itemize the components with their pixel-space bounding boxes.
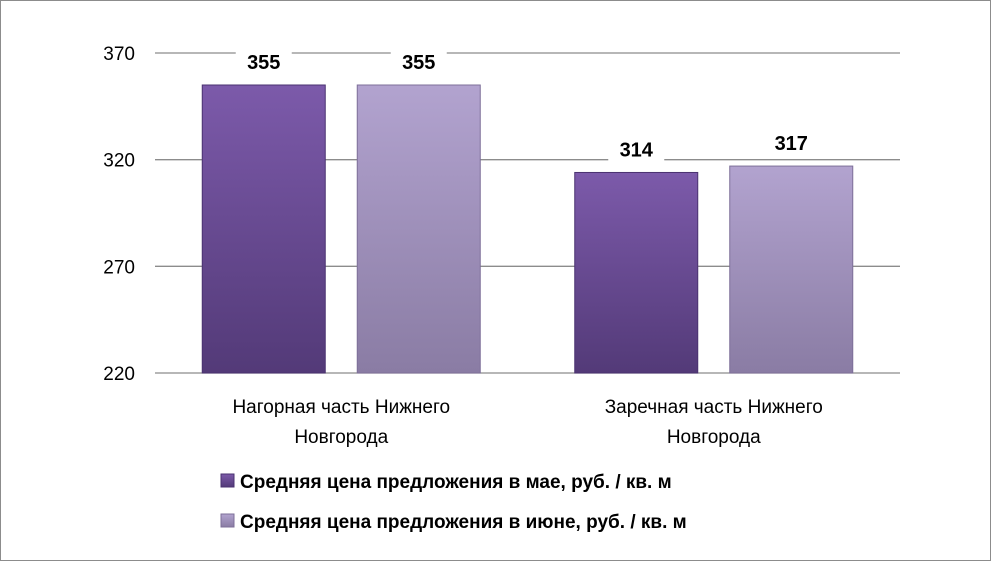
data-label: 317	[775, 133, 808, 155]
legend-swatch	[220, 513, 235, 528]
y-tick-label: 270	[103, 257, 135, 278]
legend: Средняя цена предложения в мае, руб. / к…	[220, 472, 687, 533]
y-tick-label: 370	[103, 44, 135, 65]
bar	[356, 84, 481, 374]
category-label: Новгорода	[294, 427, 388, 448]
bars: 355 355 314 317	[201, 49, 854, 374]
category-label: Нагорная часть Нижнего	[232, 397, 450, 418]
data-label-bg	[235, 49, 292, 75]
category-label: Заречная часть Нижнего	[605, 397, 823, 418]
data-label: 355	[402, 52, 435, 74]
data-label: 314	[620, 139, 654, 161]
data-label-bg	[390, 49, 447, 75]
category-label: Новгорода	[667, 427, 761, 448]
legend-label: Средняя цена предложения в мае, руб. / к…	[240, 472, 672, 493]
bar	[574, 171, 699, 374]
data-label-bg	[763, 130, 820, 157]
data-label-bg	[608, 136, 665, 163]
y-tick-label: 220	[103, 364, 135, 385]
bar	[201, 84, 326, 374]
legend-label: Средняя цена предложения в июне, руб. / …	[240, 512, 687, 533]
x-axis: Нагорная часть Нижнего Новгорода Заречная …	[232, 397, 822, 448]
y-tick-label: 320	[103, 151, 135, 172]
bar	[729, 165, 854, 374]
legend-swatch	[220, 473, 235, 488]
data-label: 355	[247, 52, 280, 74]
